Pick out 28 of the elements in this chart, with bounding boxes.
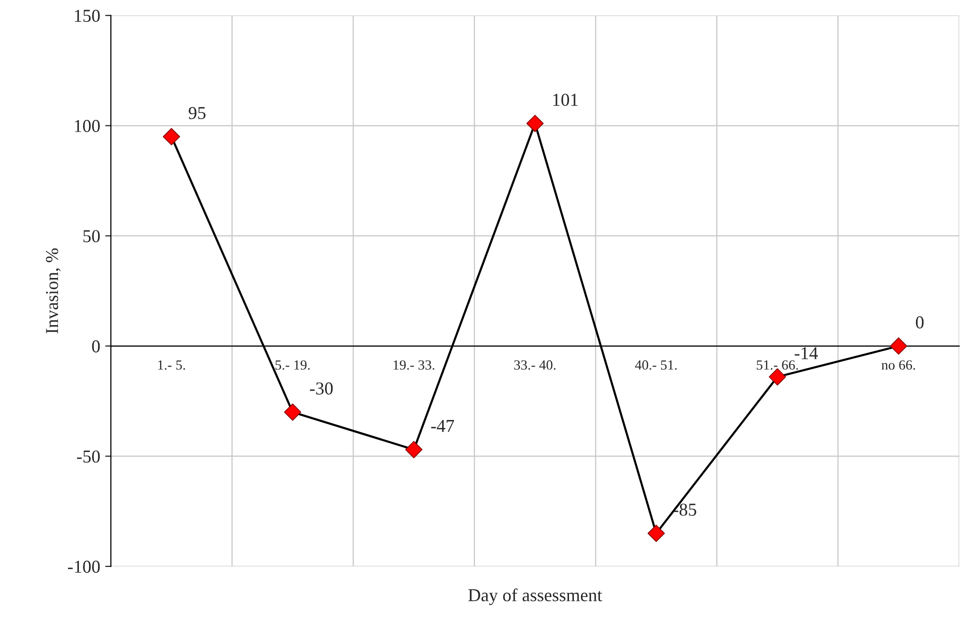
data-label: -47 xyxy=(431,420,454,432)
y-tick-label: 100 xyxy=(74,120,100,132)
y-tick-label: 0 xyxy=(92,340,100,352)
point xyxy=(768,368,786,386)
x-axis-title: Day of assessment xyxy=(468,588,602,606)
point xyxy=(284,403,302,421)
y-tick-label: -50 xyxy=(77,450,100,463)
point xyxy=(405,440,422,458)
data-label: 0 xyxy=(916,316,924,328)
x-tick-label: 51.- 66. xyxy=(756,360,798,370)
y-tick-label: 150 xyxy=(74,10,100,22)
point xyxy=(648,524,665,542)
x-tick-label: 33.- 40. xyxy=(514,360,556,370)
x-tick-label: no 66. xyxy=(882,360,916,370)
x-tick-label: 19.- 33. xyxy=(394,360,434,370)
x-tick-label: 5.- 19. xyxy=(276,360,310,370)
x-tick-label: 1.- 5. xyxy=(158,360,186,370)
point xyxy=(526,114,544,132)
point xyxy=(162,128,180,146)
data-label: 95 xyxy=(188,106,206,120)
data-label: -14 xyxy=(794,347,818,360)
data-label: 101 xyxy=(553,94,578,106)
y-axis-title: Invasion, % xyxy=(46,248,61,334)
data-label: -30 xyxy=(310,382,333,395)
y-tick-label: 50 xyxy=(83,230,100,242)
y-tick-label: -100 xyxy=(68,560,100,573)
point xyxy=(890,337,908,355)
x-tick-label: 40.- 51. xyxy=(635,360,677,370)
